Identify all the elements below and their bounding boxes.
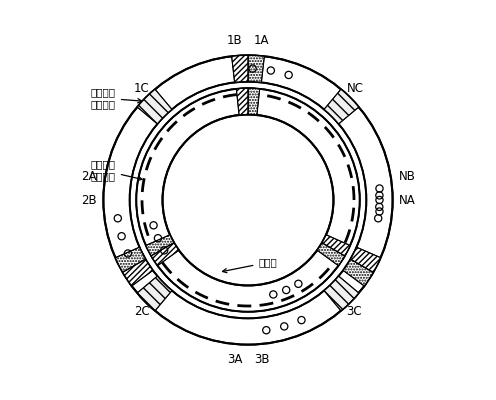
Text: 3B: 3B: [254, 353, 269, 366]
Wedge shape: [324, 276, 359, 311]
Wedge shape: [248, 88, 260, 115]
Wedge shape: [248, 55, 264, 82]
Wedge shape: [351, 247, 380, 272]
Wedge shape: [146, 235, 174, 256]
Wedge shape: [343, 259, 373, 286]
Text: NB: NB: [399, 170, 416, 184]
Text: 2A: 2A: [81, 170, 97, 184]
Wedge shape: [317, 243, 345, 266]
Text: 1B: 1B: [227, 34, 242, 47]
Text: 3C: 3C: [347, 305, 362, 318]
Text: 1C: 1C: [133, 82, 149, 95]
Wedge shape: [232, 55, 248, 82]
Text: 2C: 2C: [133, 305, 149, 318]
Text: 2B: 2B: [81, 194, 97, 206]
Text: 永磁体: 永磁体: [223, 258, 277, 273]
Wedge shape: [116, 247, 145, 272]
Wedge shape: [137, 276, 172, 311]
Wedge shape: [322, 235, 350, 256]
Wedge shape: [151, 243, 179, 266]
Text: 永磁电机
转子部分: 永磁电机 转子部分: [91, 160, 142, 181]
Text: 1A: 1A: [254, 34, 269, 47]
Wedge shape: [236, 88, 248, 115]
Text: NA: NA: [399, 194, 416, 206]
Text: NC: NC: [347, 82, 364, 95]
Wedge shape: [137, 89, 172, 124]
Wedge shape: [324, 89, 359, 124]
Wedge shape: [123, 259, 153, 286]
Text: 永磁电机
定子部分: 永磁电机 定子部分: [91, 87, 142, 109]
Text: 3A: 3A: [227, 353, 242, 366]
